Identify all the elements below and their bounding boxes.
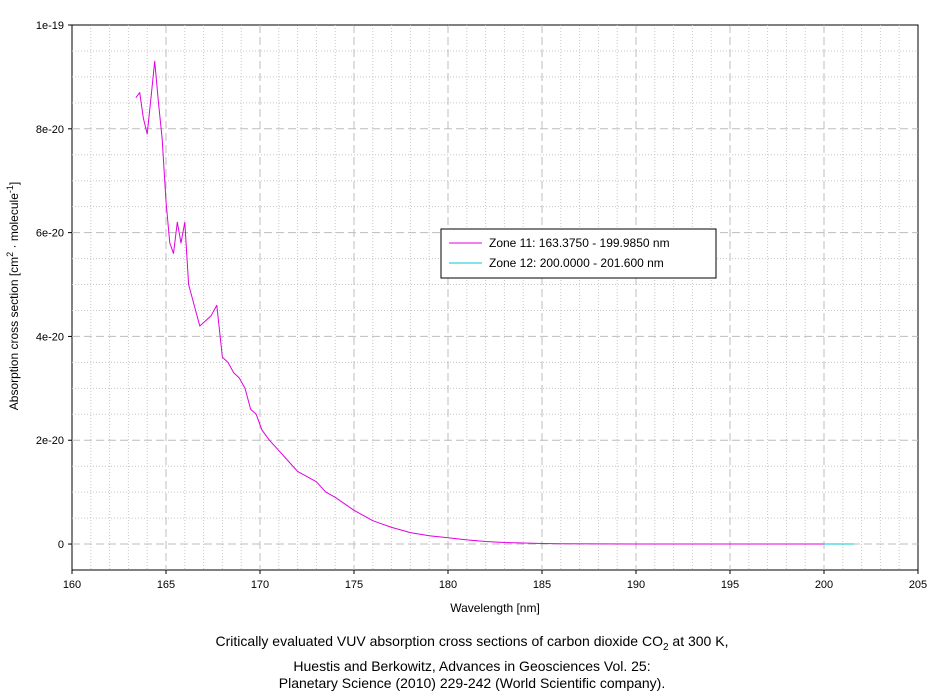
legend-entry-zone-11: Zone 11: 163.3750 - 199.9850 nm [489,236,670,250]
minor-grid [72,25,918,570]
y-axis-label: Absorption cross section [cm2 · molecule… [5,182,21,410]
x-tick-label: 195 [721,579,739,591]
caption-line-3: Planetary Science (2010) 229-242 (World … [278,675,666,691]
legend-entry-zone-12: Zone 12: 200.0000 - 201.600 nm [489,256,664,270]
x-axis-label: Wavelength [nm] [450,601,540,615]
caption-line-1-sub: 2 [662,641,669,653]
x-tick-label: 175 [345,579,363,591]
x-tick-label: 185 [533,579,551,591]
legend: Zone 11: 163.3750 - 199.9850 nm Zone 12:… [440,228,717,279]
series-layer [135,60,855,545]
y-axis-ticks: 0 2e-20 4e-20 6e-20 8e-20 1e-19 [36,20,72,551]
x-axis-ticks: 160 165 170 175 180 185 190 195 200 205 [63,570,927,591]
x-tick-label: 170 [251,579,269,591]
y-tick-label: 2e-20 [36,435,64,447]
x-tick-label: 205 [909,579,927,591]
caption-line-1-post: at 300 K, [668,633,729,649]
x-tick-label: 180 [439,579,457,591]
y-tick-label: 4e-20 [36,331,64,343]
caption-line-1-pre: Critically evaluated VUV absorption cros… [215,633,663,649]
caption-line-1: Critically evaluated VUV absorption cros… [0,633,944,656]
y-axis-label-part: ] [7,182,21,185]
y-axis-label-sup: 2 [5,252,15,257]
series-line-zone-11 [135,60,824,545]
caption-line-2: Huestis and Berkowitz, Advances in Geosc… [293,658,651,674]
x-tick-label: 200 [815,579,833,591]
y-axis-label-part: Absorption cross section [cm [7,257,21,410]
y-axis-label-sup: -1 [5,185,15,193]
y-axis-label-part: · molecule [7,193,21,252]
legend-box [440,228,717,279]
y-tick-label: 8e-20 [36,124,64,136]
x-tick-label: 160 [63,579,81,591]
plot-area [71,24,919,571]
x-tick-label: 190 [627,579,645,591]
y-tick-label: 6e-20 [36,228,64,240]
y-tick-label: 0 [58,539,64,551]
x-tick-label: 165 [157,579,175,591]
y-tick-label: 1e-19 [36,20,64,32]
